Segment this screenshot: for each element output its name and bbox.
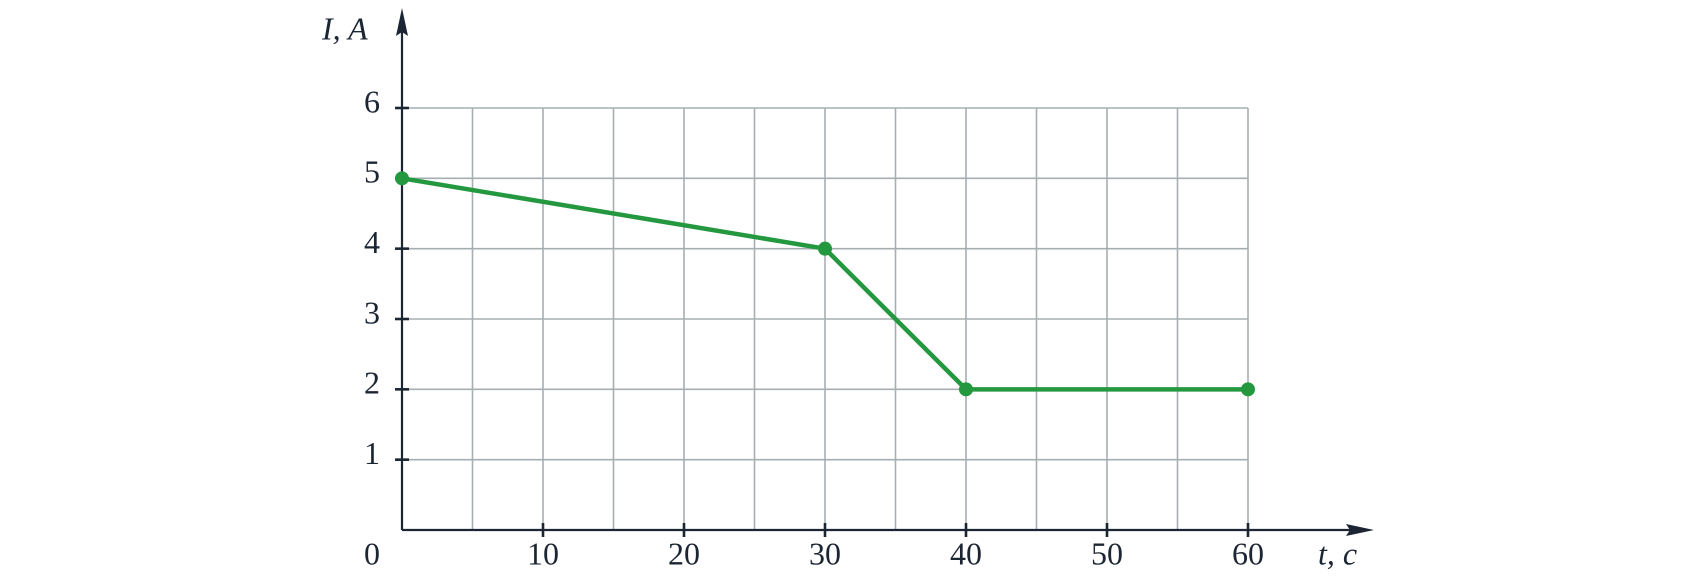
y-tick-label: 1 [364, 435, 380, 471]
y-tick-label: 3 [364, 294, 380, 330]
point [818, 241, 832, 256]
line [401, 176, 1248, 392]
x-axis-arrow [1346, 524, 1374, 536]
x-axis-label: t, c [1318, 535, 1357, 571]
y-tick-label: 4 [364, 224, 380, 260]
y-axis-arrow [396, 8, 408, 36]
y-tick-label: 2 [364, 365, 380, 401]
x-tick-label: 0 [364, 535, 380, 571]
x-tick-label: 60 [1232, 535, 1264, 571]
point [959, 382, 973, 397]
x-tick-label: 20 [668, 535, 700, 571]
point [1241, 382, 1255, 397]
y-tick-label: 5 [364, 154, 380, 190]
point [395, 171, 409, 186]
x-tick-label: 30 [809, 535, 841, 571]
x-tick-label: 10 [527, 535, 559, 571]
x-tick-label: 40 [950, 535, 982, 571]
y-tick-label: 6 [364, 83, 380, 119]
x-tick-label: 50 [1091, 535, 1123, 571]
y-axis-label: I, A [321, 10, 368, 46]
